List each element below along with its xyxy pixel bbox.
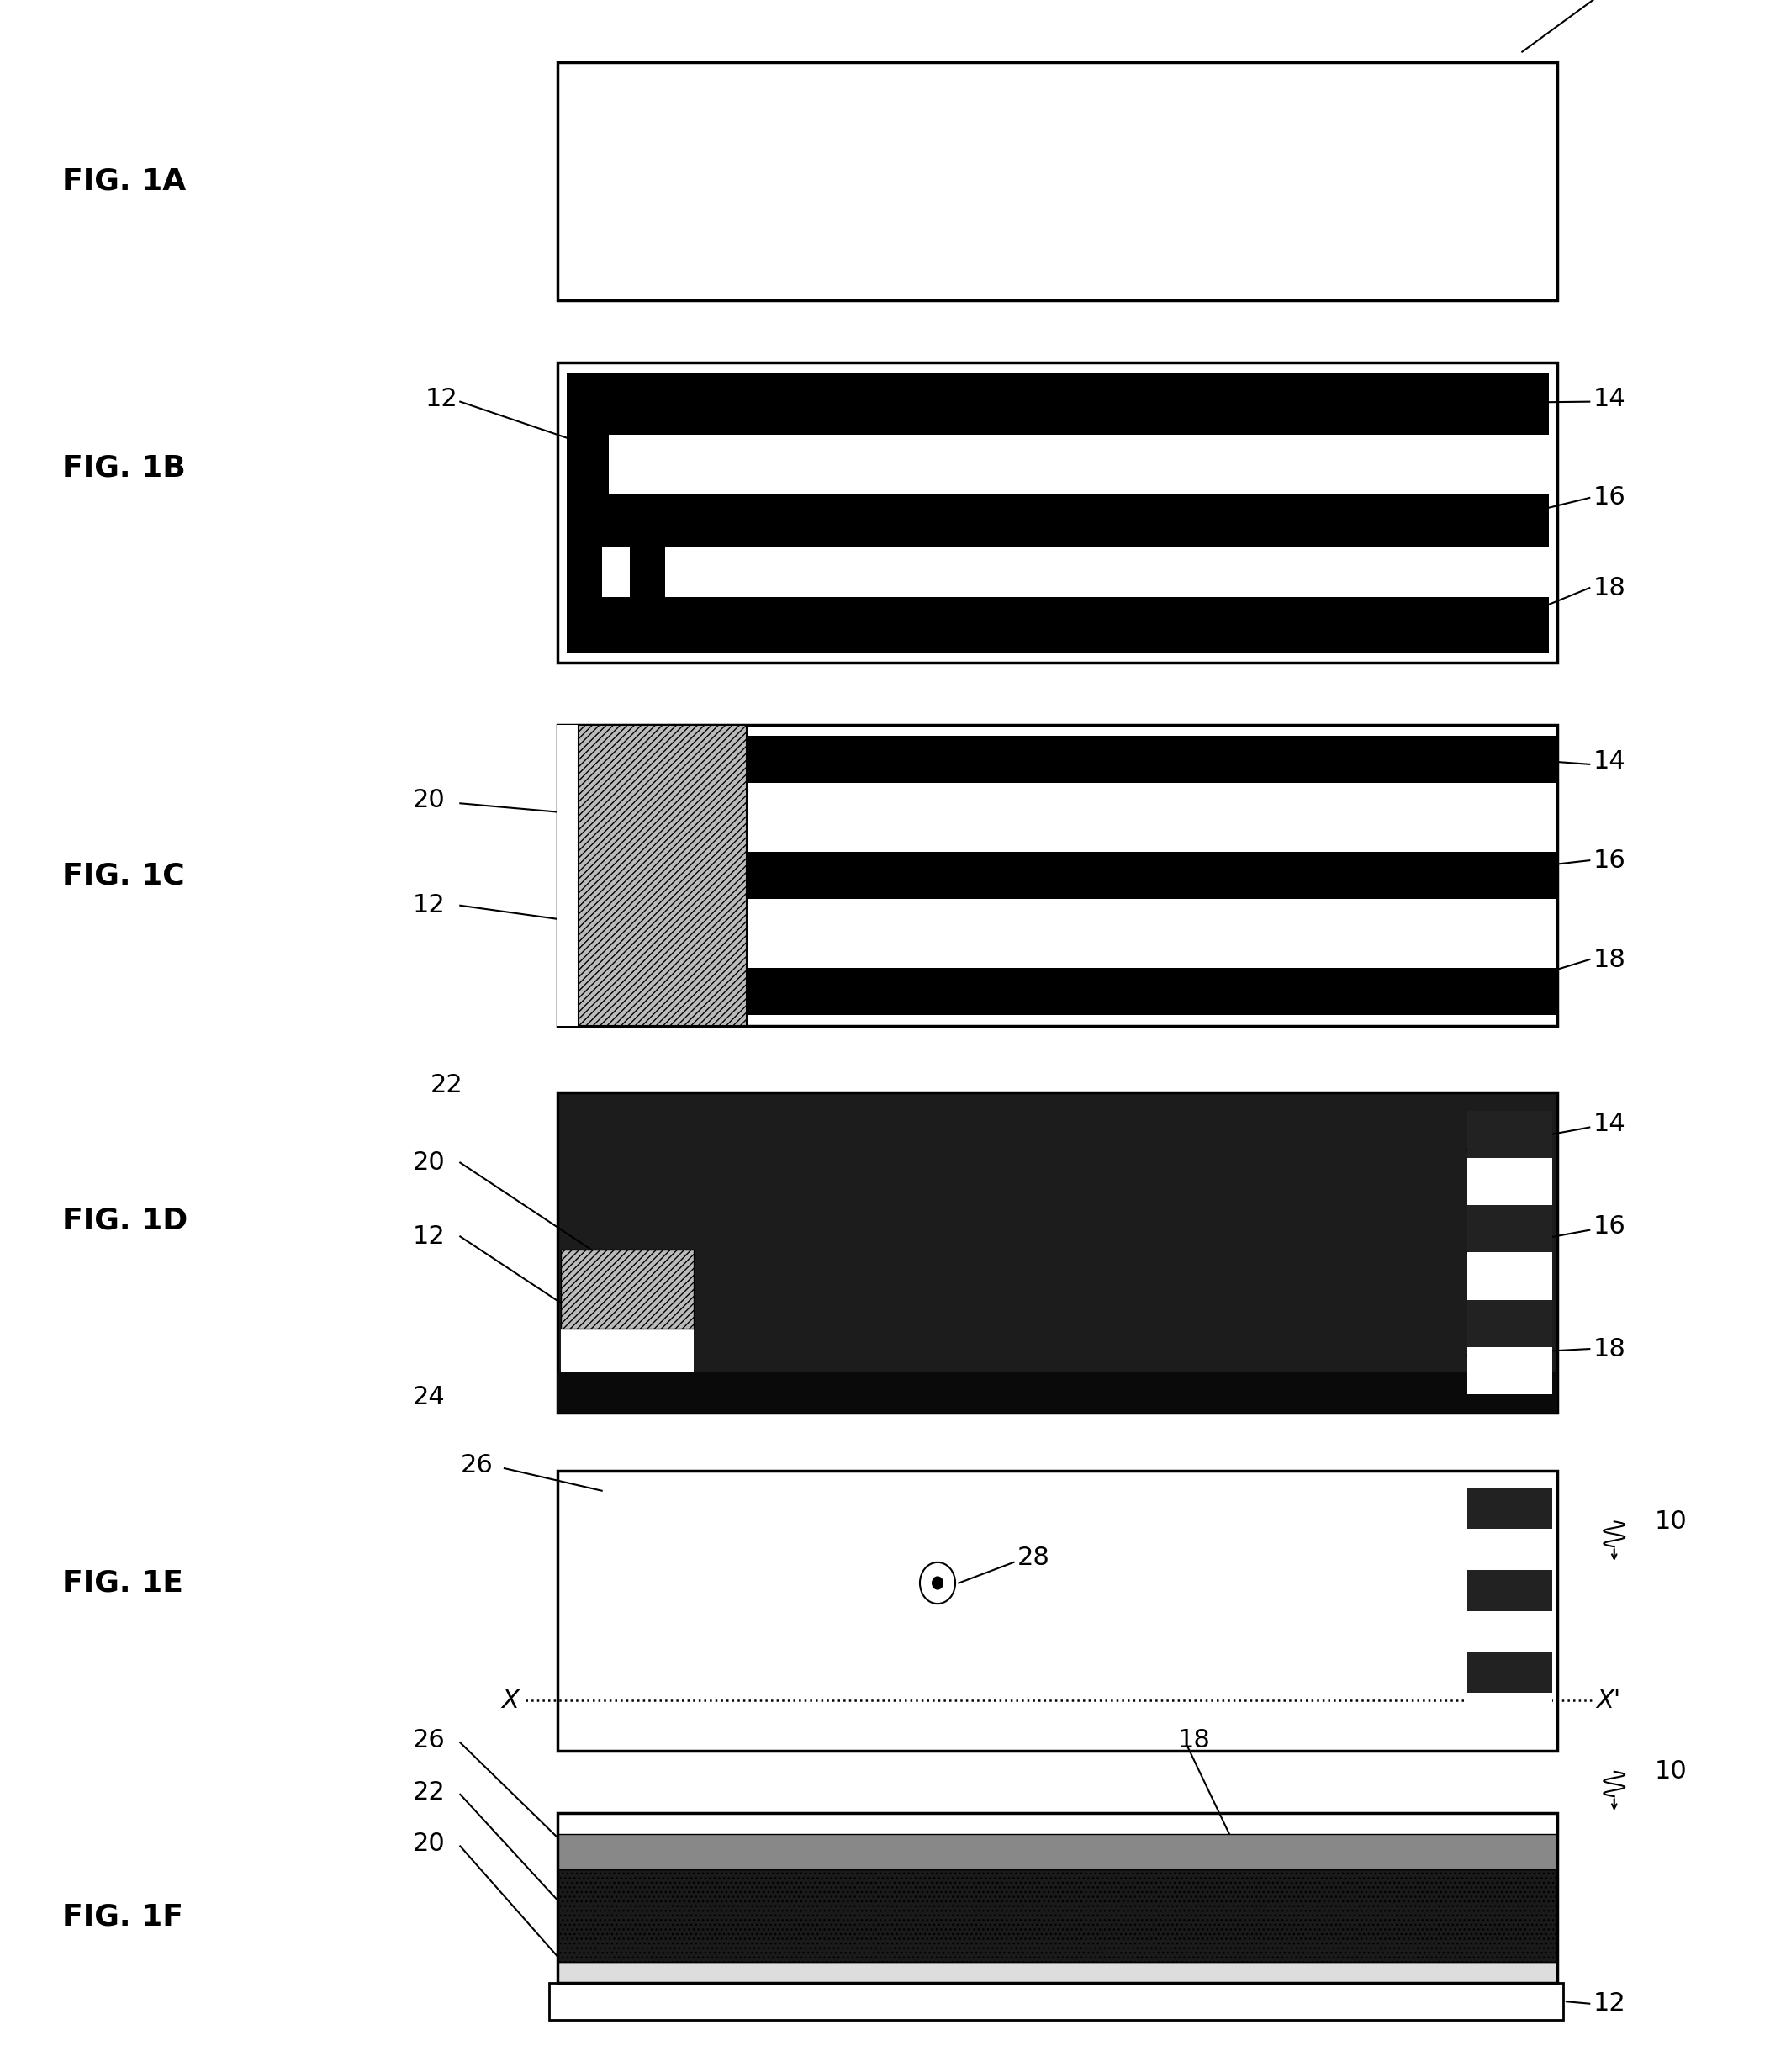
Text: 18: 18 bbox=[1177, 1728, 1211, 1753]
Text: 16: 16 bbox=[1593, 847, 1625, 872]
Text: 12: 12 bbox=[425, 387, 457, 410]
Bar bbox=[1467, 1251, 1552, 1299]
Text: 26: 26 bbox=[460, 1452, 492, 1477]
Bar bbox=[558, 725, 1558, 1026]
Text: 10: 10 bbox=[1655, 1759, 1687, 1784]
Text: 22: 22 bbox=[430, 1073, 462, 1098]
Text: 14: 14 bbox=[1593, 750, 1625, 773]
Text: 24: 24 bbox=[412, 1384, 444, 1409]
Bar bbox=[561, 1328, 694, 1372]
Bar bbox=[558, 1372, 1558, 1413]
Bar bbox=[630, 597, 658, 622]
Bar bbox=[1467, 1299, 1552, 1347]
Text: 10: 10 bbox=[1655, 1508, 1687, 1533]
Bar bbox=[1467, 1111, 1552, 1158]
Text: FIG. 1D: FIG. 1D bbox=[62, 1206, 188, 1235]
Text: 16: 16 bbox=[1593, 1214, 1625, 1239]
Bar bbox=[566, 373, 1549, 435]
Text: 14: 14 bbox=[1593, 387, 1625, 410]
Bar bbox=[566, 620, 598, 653]
Text: 16: 16 bbox=[1593, 485, 1625, 510]
Circle shape bbox=[933, 1577, 943, 1589]
Bar bbox=[1467, 1529, 1552, 1571]
Text: FIG. 1E: FIG. 1E bbox=[62, 1569, 182, 1598]
Bar bbox=[558, 1869, 1558, 1962]
Bar bbox=[1467, 1651, 1552, 1693]
Bar bbox=[630, 547, 666, 597]
Bar bbox=[561, 1249, 694, 1328]
Text: 22: 22 bbox=[412, 1780, 444, 1805]
Text: 18: 18 bbox=[1593, 947, 1625, 972]
Text: 20: 20 bbox=[412, 1832, 444, 1857]
Bar bbox=[566, 373, 602, 653]
Bar bbox=[1467, 1347, 1552, 1394]
Bar bbox=[1467, 1693, 1552, 1734]
Text: 20: 20 bbox=[412, 787, 444, 812]
Bar bbox=[579, 725, 747, 1026]
Bar bbox=[747, 736, 1558, 783]
Bar bbox=[1467, 1158, 1552, 1206]
Bar bbox=[558, 1834, 1558, 1869]
Text: X': X' bbox=[1597, 1689, 1621, 1714]
Text: FIG. 1C: FIG. 1C bbox=[62, 862, 184, 889]
Bar bbox=[1467, 1612, 1552, 1651]
Text: 12: 12 bbox=[1593, 1991, 1625, 2016]
Bar bbox=[558, 363, 1558, 663]
Text: 18: 18 bbox=[1593, 576, 1625, 601]
Text: 14: 14 bbox=[1593, 1113, 1625, 1135]
Bar bbox=[747, 968, 1558, 1015]
Text: 28: 28 bbox=[1018, 1546, 1050, 1571]
Bar bbox=[566, 493, 1549, 547]
Bar bbox=[558, 1813, 1558, 1983]
Text: FIG. 1B: FIG. 1B bbox=[62, 454, 186, 483]
Bar bbox=[558, 1092, 1558, 1413]
Bar bbox=[630, 597, 666, 653]
Text: 26: 26 bbox=[412, 1728, 444, 1753]
Text: 12: 12 bbox=[412, 893, 444, 918]
Bar bbox=[566, 597, 609, 653]
Bar bbox=[1467, 1488, 1552, 1529]
Bar bbox=[558, 1962, 1558, 1983]
Text: 12: 12 bbox=[412, 1225, 444, 1249]
Bar bbox=[558, 725, 579, 1026]
Bar bbox=[566, 597, 1549, 653]
Bar bbox=[558, 62, 1558, 300]
Bar bbox=[566, 435, 609, 493]
Bar bbox=[549, 1983, 1563, 2020]
Bar bbox=[1467, 1206, 1552, 1251]
Text: 20: 20 bbox=[412, 1150, 444, 1175]
Bar bbox=[1467, 1571, 1552, 1612]
Text: FIG. 1A: FIG. 1A bbox=[62, 168, 186, 195]
Bar bbox=[747, 852, 1558, 899]
Text: X: X bbox=[501, 1689, 519, 1714]
Text: 18: 18 bbox=[1593, 1336, 1625, 1361]
Text: FIG. 1F: FIG. 1F bbox=[62, 1902, 182, 1931]
Bar bbox=[558, 1471, 1558, 1751]
